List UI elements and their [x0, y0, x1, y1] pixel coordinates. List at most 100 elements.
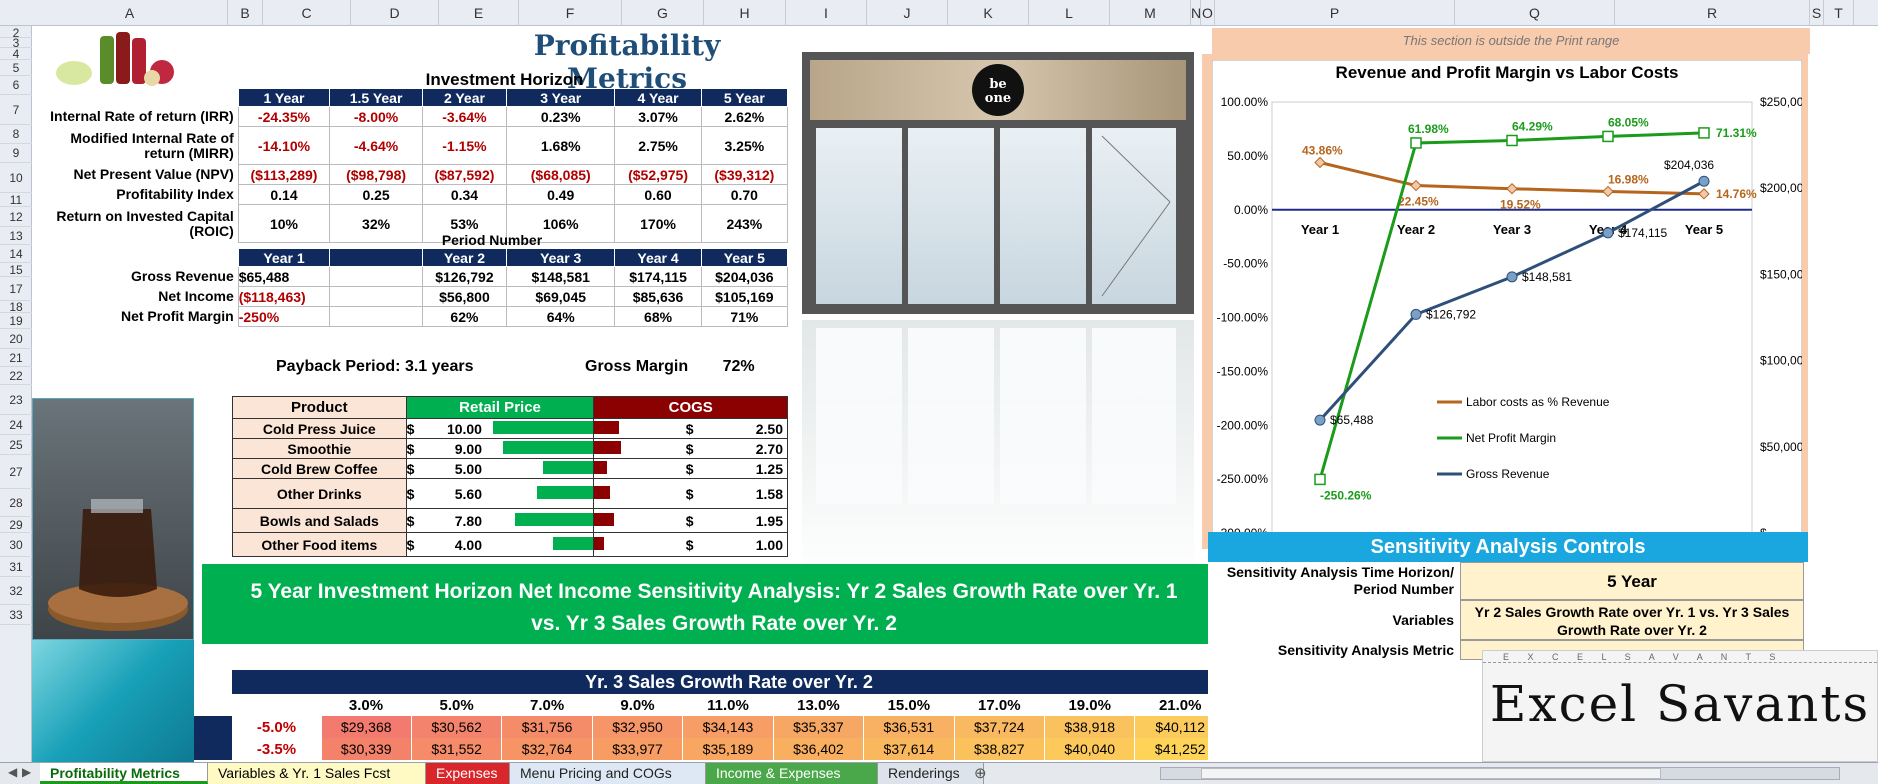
- row-header-21[interactable]: 21: [0, 349, 32, 367]
- tab-scroll-right-icon[interactable]: ▶: [22, 765, 32, 779]
- row-header-7[interactable]: 7: [0, 95, 32, 125]
- sens-value[interactable]: $30,562: [411, 716, 503, 738]
- column-header-m[interactable]: M: [1110, 0, 1191, 26]
- data-point[interactable]: [1698, 127, 1710, 139]
- row-header-11[interactable]: 11: [0, 193, 32, 207]
- period-value[interactable]: ($118,463): [237, 286, 331, 307]
- sens-value[interactable]: $32,764: [501, 738, 593, 760]
- metric-value[interactable]: 3.07%: [614, 106, 702, 127]
- period-value[interactable]: $56,800: [421, 286, 508, 307]
- sens-value[interactable]: $33,977: [592, 738, 684, 760]
- metric-value[interactable]: 243%: [700, 204, 789, 243]
- row-header-31[interactable]: 31: [0, 557, 32, 577]
- retail-price-cell[interactable]: $4.00: [405, 532, 486, 557]
- metric-value[interactable]: 1.68%: [506, 126, 616, 165]
- period-value[interactable]: [329, 266, 423, 287]
- sheet-tab[interactable]: Menu Pricing and COGs: [510, 763, 706, 784]
- horizon-value-cell[interactable]: 5 Year: [1460, 562, 1804, 600]
- row-header-22[interactable]: 22: [0, 367, 32, 385]
- data-point[interactable]: [1314, 473, 1326, 486]
- column-header-d[interactable]: D: [351, 0, 439, 26]
- sens-value[interactable]: $30,339: [321, 738, 412, 760]
- column-header-h[interactable]: H: [704, 0, 786, 26]
- sens-value[interactable]: $32,950: [592, 716, 684, 738]
- retail-price-cell[interactable]: $5.00: [405, 458, 486, 479]
- period-value[interactable]: $204,036: [700, 266, 789, 287]
- row-header-5[interactable]: 5: [0, 60, 32, 76]
- data-point[interactable]: [1602, 185, 1614, 198]
- metric-value[interactable]: -24.35%: [237, 106, 331, 127]
- cogs-cell[interactable]: $1.00: [685, 532, 788, 557]
- metric-value[interactable]: -3.64%: [421, 106, 508, 127]
- cogs-cell[interactable]: $1.25: [685, 458, 788, 479]
- sens-value[interactable]: $36,402: [773, 738, 865, 760]
- data-point[interactable]: [1314, 156, 1326, 169]
- data-point[interactable]: [1410, 137, 1422, 149]
- data-point[interactable]: [1506, 183, 1518, 195]
- sens-value[interactable]: $34,143: [682, 716, 774, 738]
- column-header-e[interactable]: E: [439, 0, 519, 26]
- horizontal-scrollbar[interactable]: [1160, 767, 1840, 780]
- column-header-j[interactable]: J: [867, 0, 948, 26]
- cogs-cell[interactable]: $2.70: [685, 438, 788, 459]
- sens-value[interactable]: $31,552: [411, 738, 503, 760]
- scrollbar-thumb[interactable]: [1201, 768, 1661, 779]
- row-header-32[interactable]: 32: [0, 577, 32, 605]
- period-value[interactable]: $148,581: [506, 266, 616, 287]
- row-header-15[interactable]: 15: [0, 263, 32, 277]
- column-header-g[interactable]: G: [622, 0, 704, 26]
- cogs-cell[interactable]: $1.58: [685, 478, 788, 509]
- data-point[interactable]: [1602, 227, 1614, 239]
- metric-value[interactable]: 0.25: [329, 184, 423, 205]
- row-header-18[interactable]: 18: [0, 301, 32, 313]
- row-header-6[interactable]: 6: [0, 76, 32, 95]
- cogs-cell[interactable]: $1.95: [685, 508, 788, 533]
- period-value[interactable]: 68%: [614, 306, 702, 327]
- metric-value[interactable]: 0.49: [506, 184, 616, 205]
- column-header-q[interactable]: Q: [1455, 0, 1615, 26]
- product-name[interactable]: Other Drinks: [232, 478, 407, 509]
- row-header-3[interactable]: 3: [0, 37, 32, 49]
- retail-price-cell[interactable]: $9.00: [405, 438, 486, 459]
- sens-value[interactable]: $35,337: [773, 716, 865, 738]
- row-header-27[interactable]: 27: [0, 455, 32, 489]
- period-value[interactable]: $105,169: [700, 286, 789, 307]
- metric-value[interactable]: 106%: [506, 204, 616, 243]
- metric-value[interactable]: ($113,289): [237, 164, 331, 185]
- sheet-tab[interactable]: Renderings: [878, 763, 984, 784]
- row-header-24[interactable]: 24: [0, 415, 32, 435]
- metric-value[interactable]: 2.75%: [614, 126, 702, 165]
- sens-value[interactable]: $37,614: [863, 738, 955, 760]
- sens-value[interactable]: $36,531: [863, 716, 955, 738]
- metric-value[interactable]: 0.34: [421, 184, 508, 205]
- metric-value[interactable]: 0.70: [700, 184, 789, 205]
- sens-value[interactable]: $31,756: [501, 716, 593, 738]
- sheet-tab[interactable]: Variables & Yr. 1 Sales Fcst: [208, 763, 426, 784]
- period-value[interactable]: 71%: [700, 306, 789, 327]
- sens-value[interactable]: $40,112: [1134, 716, 1226, 738]
- product-name[interactable]: Cold Press Juice: [232, 418, 407, 439]
- row-header-13[interactable]: 13: [0, 227, 32, 245]
- data-point[interactable]: [1602, 130, 1614, 143]
- sens-value[interactable]: $41,252: [1134, 738, 1226, 760]
- metric-value[interactable]: 3.25%: [700, 126, 789, 165]
- cogs-cell[interactable]: $2.50: [685, 418, 788, 439]
- sens-value[interactable]: $29,368: [321, 716, 412, 738]
- add-sheet-icon[interactable]: ⊕: [974, 765, 987, 782]
- period-value[interactable]: 64%: [506, 306, 616, 327]
- period-value[interactable]: $174,115: [614, 266, 702, 287]
- row-header-4[interactable]: 4: [0, 48, 32, 60]
- product-name[interactable]: Cold Brew Coffee: [232, 458, 407, 479]
- product-name[interactable]: Smoothie: [232, 438, 407, 459]
- sheet-tab[interactable]: Profitability Metrics: [40, 763, 208, 784]
- column-header-c[interactable]: C: [263, 0, 351, 26]
- metric-value[interactable]: 0.14: [237, 184, 331, 205]
- metric-value[interactable]: 0.60: [614, 184, 702, 205]
- metric-value[interactable]: ($68,085): [506, 164, 616, 185]
- metric-value[interactable]: 0.23%: [506, 106, 616, 127]
- sens-value[interactable]: $38,918: [1044, 716, 1136, 738]
- data-point[interactable]: [1314, 414, 1326, 426]
- data-point[interactable]: [1410, 308, 1422, 320]
- metric-value[interactable]: ($52,975): [614, 164, 702, 185]
- row-header-19[interactable]: 19: [0, 313, 32, 329]
